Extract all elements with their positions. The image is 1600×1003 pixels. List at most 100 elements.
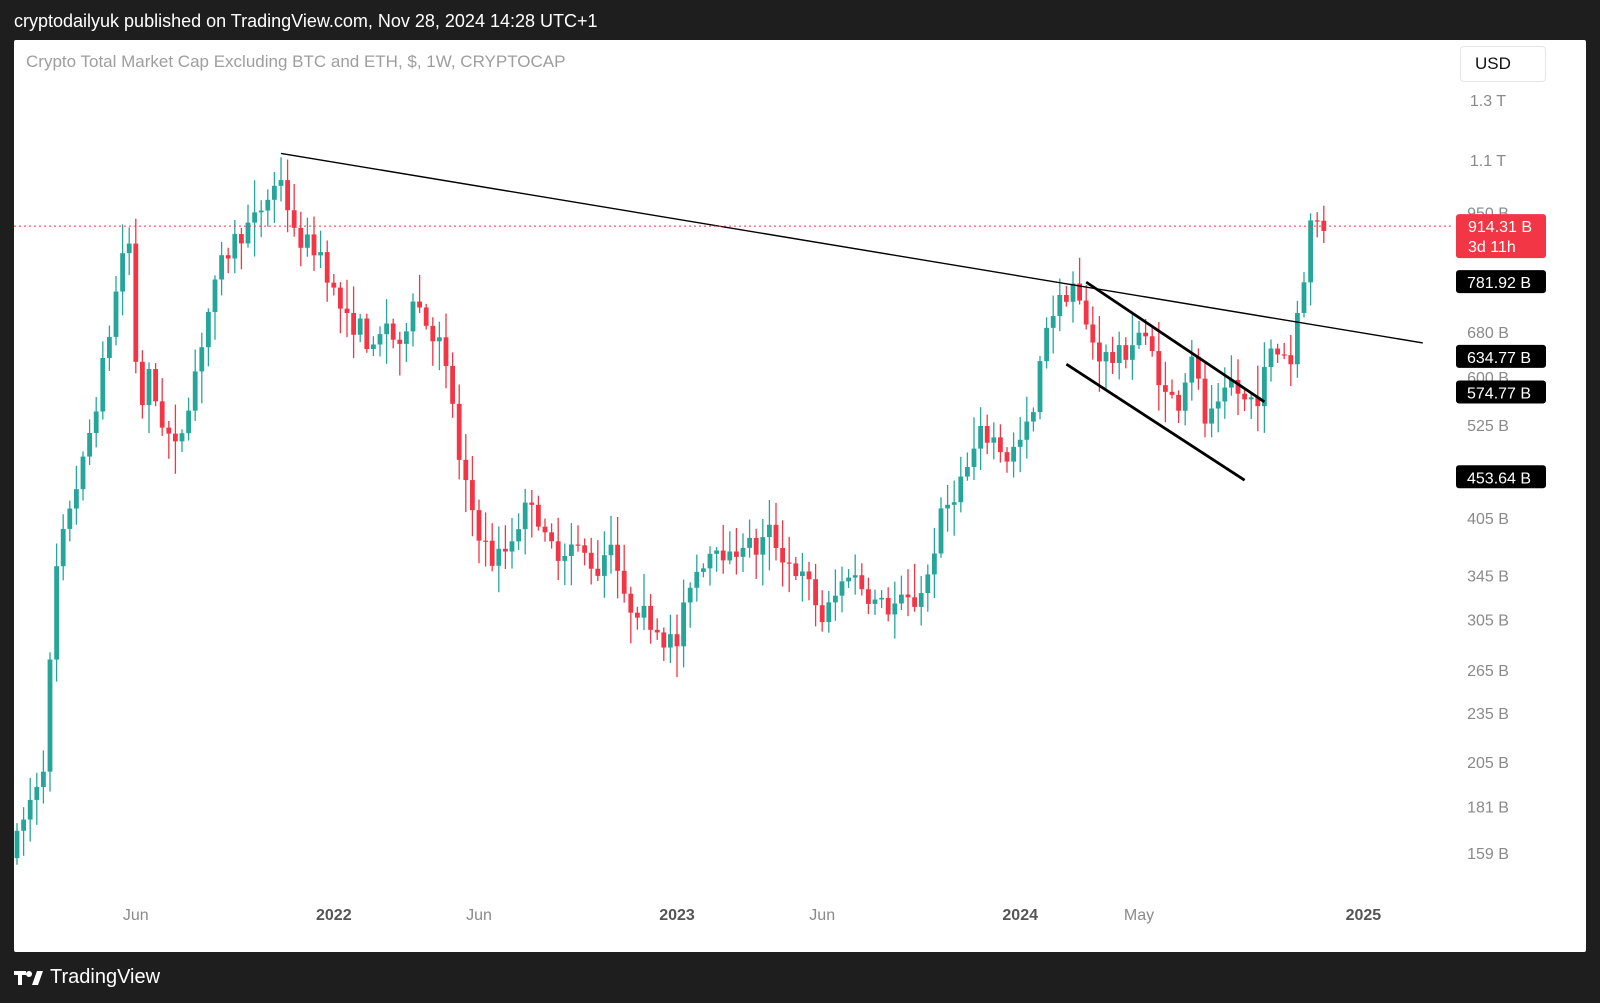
candle[interactable] xyxy=(278,157,284,202)
candle[interactable] xyxy=(529,489,535,538)
candle[interactable] xyxy=(786,536,792,593)
candle[interactable] xyxy=(74,465,79,525)
candle[interactable] xyxy=(819,590,825,632)
candle[interactable] xyxy=(173,404,178,474)
candle[interactable] xyxy=(1044,317,1049,369)
candle[interactable] xyxy=(390,318,396,349)
candle[interactable] xyxy=(258,200,264,238)
candle[interactable] xyxy=(1031,407,1036,432)
candle[interactable] xyxy=(1123,337,1129,369)
candle[interactable] xyxy=(67,500,73,542)
candle[interactable] xyxy=(166,420,172,459)
candle[interactable] xyxy=(232,220,238,274)
candle[interactable] xyxy=(331,273,337,296)
candle[interactable] xyxy=(1149,326,1155,357)
candle[interactable] xyxy=(621,544,627,603)
candle[interactable] xyxy=(1037,355,1043,420)
candle[interactable] xyxy=(846,568,851,588)
candle[interactable] xyxy=(245,204,251,248)
candle[interactable] xyxy=(1163,361,1168,423)
candle[interactable] xyxy=(503,525,508,570)
candle[interactable] xyxy=(483,512,488,567)
candle[interactable] xyxy=(879,590,884,609)
candle[interactable] xyxy=(60,514,66,581)
candle[interactable] xyxy=(608,515,614,574)
candle[interactable] xyxy=(701,563,706,578)
candle[interactable] xyxy=(1090,306,1096,360)
candle[interactable] xyxy=(727,531,733,565)
candle[interactable] xyxy=(344,279,350,338)
candle[interactable] xyxy=(1275,343,1280,363)
candle[interactable] xyxy=(456,384,462,480)
candle[interactable] xyxy=(107,325,112,371)
candle[interactable] xyxy=(569,523,574,586)
candle[interactable] xyxy=(635,606,640,630)
candle[interactable] xyxy=(1169,379,1175,399)
candle[interactable] xyxy=(628,586,634,644)
candle[interactable] xyxy=(661,627,667,662)
candle[interactable] xyxy=(364,313,370,353)
candle[interactable] xyxy=(186,397,191,441)
candle[interactable] xyxy=(404,322,409,363)
candle[interactable] xyxy=(153,363,158,407)
candle[interactable] xyxy=(1070,271,1076,323)
candle[interactable] xyxy=(14,823,20,865)
candle[interactable] xyxy=(542,518,548,542)
candle[interactable] xyxy=(450,352,455,418)
candle[interactable] xyxy=(588,537,594,585)
candle[interactable] xyxy=(654,618,660,640)
candle[interactable] xyxy=(338,282,343,334)
current-price-tag[interactable]: 914.31 B 3d 11h xyxy=(1456,214,1546,259)
candle[interactable] xyxy=(1050,295,1056,354)
candle[interactable] xyxy=(397,331,403,376)
candle[interactable] xyxy=(800,552,805,602)
candle[interactable] xyxy=(522,488,528,555)
candle[interactable] xyxy=(239,227,244,270)
candle[interactable] xyxy=(443,313,449,389)
candle[interactable] xyxy=(437,321,442,371)
candle[interactable] xyxy=(34,772,40,825)
candle[interactable] xyxy=(1262,342,1267,433)
candle[interactable] xyxy=(1202,361,1208,438)
candle[interactable] xyxy=(470,456,475,537)
candle[interactable] xyxy=(951,480,957,536)
candle[interactable] xyxy=(1229,355,1234,396)
candle[interactable] xyxy=(80,451,86,501)
candle[interactable] xyxy=(423,303,429,330)
candle[interactable] xyxy=(47,652,53,792)
candle[interactable] xyxy=(1301,272,1307,318)
candle[interactable] xyxy=(885,587,891,622)
price-tag[interactable]: 453.64 B xyxy=(1456,465,1546,489)
candle[interactable] xyxy=(1064,285,1069,307)
candle[interactable] xyxy=(866,577,871,615)
candle[interactable] xyxy=(1215,383,1221,433)
candle[interactable] xyxy=(945,484,950,532)
candle[interactable] xyxy=(674,614,680,678)
candle[interactable] xyxy=(918,576,924,626)
candle[interactable] xyxy=(833,569,838,621)
candle[interactable] xyxy=(852,554,858,595)
candle[interactable] xyxy=(489,523,495,572)
candle[interactable] xyxy=(54,543,59,682)
candle[interactable] xyxy=(991,422,997,460)
candle[interactable] xyxy=(892,581,898,639)
candle[interactable] xyxy=(767,500,772,571)
candle[interactable] xyxy=(179,429,185,453)
candle[interactable] xyxy=(1057,278,1063,332)
candle[interactable] xyxy=(872,589,878,615)
price-tag[interactable]: 781.92 B xyxy=(1456,270,1546,294)
candle[interactable] xyxy=(219,241,224,296)
candle[interactable] xyxy=(1024,396,1030,459)
trendline-flag-upper[interactable] xyxy=(1085,280,1266,403)
candle[interactable] xyxy=(641,573,647,631)
candle[interactable] xyxy=(1103,344,1109,389)
candle[interactable] xyxy=(978,407,983,471)
candle[interactable] xyxy=(212,275,218,340)
candle[interactable] xyxy=(371,336,376,357)
candle[interactable] xyxy=(549,523,554,549)
candle[interactable] xyxy=(1288,334,1294,387)
candle[interactable] xyxy=(720,524,726,574)
candle[interactable] xyxy=(707,546,713,586)
candle[interactable] xyxy=(1083,285,1089,330)
